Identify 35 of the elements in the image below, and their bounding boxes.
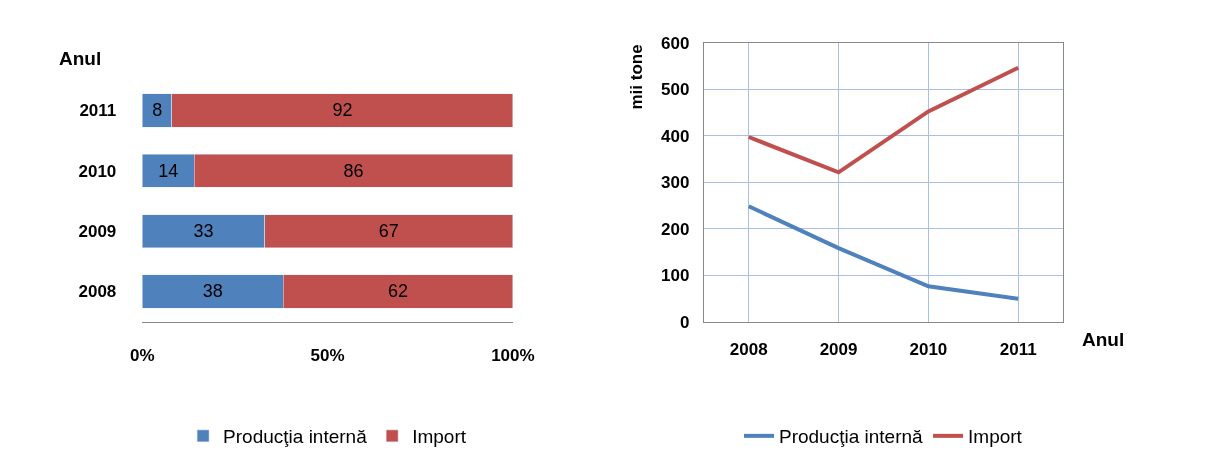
legend-label: Import [412,426,467,448]
y-axis-title: Anul [59,48,102,69]
x-tick-label: 2011 [999,340,1037,359]
y-tick-label: 500 [661,80,690,100]
data-label: 86 [343,160,364,181]
x-axis-title: Anul [1082,329,1125,350]
x-tick-label: 2008 [729,340,768,359]
y-tick-label: 100 [661,266,690,286]
y-tick-label: 2010 [78,161,117,181]
x-tick-label: 2009 [819,340,858,359]
y-tick-label: 600 [661,33,690,53]
y-tick-label: 300 [661,173,690,193]
line-series [746,65,1021,175]
legend-label: Import [968,426,1023,448]
y-tick-label: 2008 [78,282,117,302]
data-label: 8 [152,100,163,121]
legend-label: Producţia internă [223,426,368,448]
data-label: 33 [193,221,214,242]
data-label: 14 [158,160,179,181]
x-tick-label: 2010 [909,340,948,359]
y-tick-label: 0 [679,312,690,332]
data-label: 38 [202,281,223,302]
line-series [746,204,1021,301]
x-tick-label: 50% [310,346,345,365]
y-tick-label: 400 [661,126,690,146]
x-tick-label: 0% [130,346,155,365]
y-tick-label: 2011 [79,101,117,121]
data-label: 67 [378,221,399,242]
legend-label: Producţia internă [778,426,924,448]
y-axis-title: mii tone [627,44,647,110]
y-tick-label: 200 [661,219,690,239]
data-label: 62 [387,281,409,302]
data-label: 92 [332,100,353,121]
x-tick-label: 100% [491,346,535,365]
y-tick-label: 2009 [78,222,117,242]
